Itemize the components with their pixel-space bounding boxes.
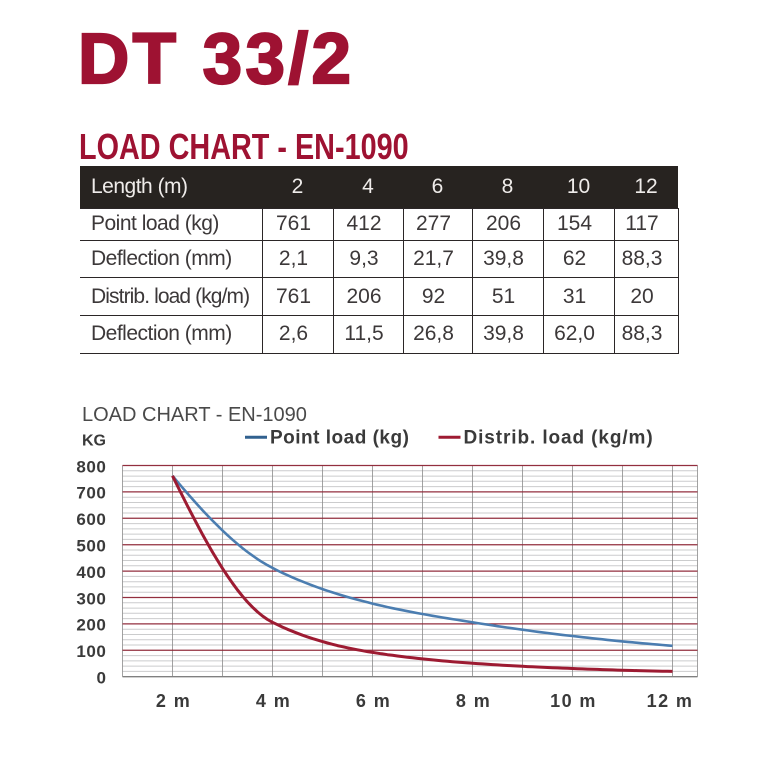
svg-text:300: 300 [76,589,106,608]
svg-text:200: 200 [76,616,106,635]
svg-text:400: 400 [76,563,106,582]
svg-text:500: 500 [76,537,106,556]
svg-text:0: 0 [96,669,106,688]
svg-text:10 m: 10 m [550,691,597,711]
svg-text:Point load (kg): Point load (kg) [270,428,409,449]
svg-text:4 m: 4 m [256,691,291,711]
svg-text:6 m: 6 m [356,691,391,711]
svg-text:100: 100 [76,642,106,661]
svg-text:800: 800 [76,457,106,476]
svg-text:12 m: 12 m [647,691,694,711]
svg-text:Distrib. load (kg/m): Distrib. load (kg/m) [464,428,654,449]
svg-text:KG: KG [82,433,106,450]
svg-text:2 m: 2 m [156,691,191,711]
svg-text:600: 600 [76,510,106,529]
svg-text:8 m: 8 m [456,691,491,711]
svg-text:700: 700 [76,484,106,503]
